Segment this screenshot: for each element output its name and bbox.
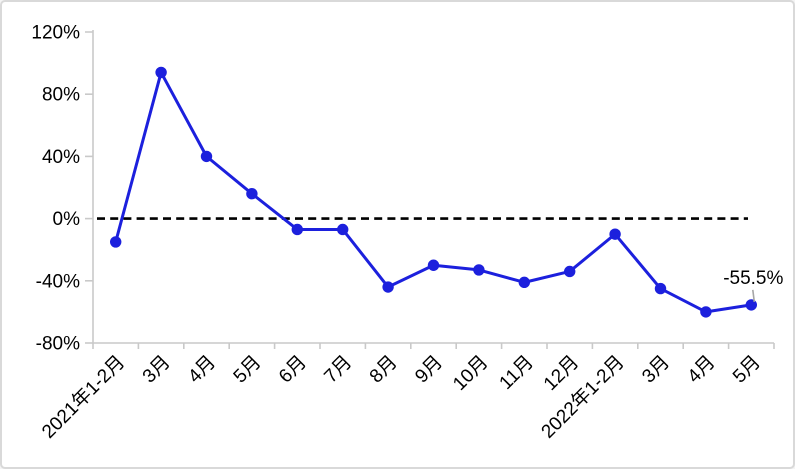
x-axis-label: 2021年1-2月	[37, 351, 129, 443]
annotation-leader-line	[752, 289, 756, 303]
y-axis-label: 40%	[42, 147, 80, 168]
data-point-marker	[473, 264, 485, 276]
x-axis-label: 5月	[230, 352, 266, 388]
data-point-marker	[745, 299, 757, 311]
x-axis-label: 3月	[638, 352, 674, 388]
data-point-marker	[200, 150, 213, 163]
data-point-marker	[246, 188, 258, 200]
x-axis-label: 5月	[729, 352, 765, 388]
data-point-marker	[609, 228, 621, 240]
data-point-marker	[700, 306, 712, 318]
y-axis-label: -80%	[36, 334, 80, 355]
data-point-marker	[291, 223, 303, 236]
y-axis-label: 80%	[42, 85, 80, 106]
data-point-marker	[155, 66, 167, 79]
x-axis-label: 10月	[449, 352, 492, 395]
x-axis-label: 9月	[411, 352, 447, 388]
x-axis-label: 11月	[496, 352, 538, 394]
data-point-marker	[382, 281, 394, 293]
x-axis-label: 7月	[320, 352, 356, 388]
data-point-marker	[427, 259, 440, 271]
x-axis-label: 4月	[684, 352, 720, 388]
y-axis-label: 0%	[53, 209, 81, 230]
data-point-marker	[564, 265, 576, 278]
x-axis-label: 4月	[184, 352, 220, 388]
x-axis-label: 8月	[366, 352, 402, 388]
x-axis-label: 2022年1-2月	[537, 351, 629, 443]
x-axis-label: 3月	[139, 352, 175, 388]
series-line	[114, 70, 753, 314]
data-point-marker	[654, 282, 667, 295]
y-axis-label: -40%	[36, 271, 80, 292]
annotation-label: -55.5%	[723, 268, 783, 289]
data-point-marker	[518, 276, 530, 289]
y-axis-label: 120%	[31, 23, 80, 44]
data-point-marker	[337, 223, 349, 236]
data-point-marker	[110, 236, 122, 248]
x-axis-label: 6月	[275, 352, 311, 388]
